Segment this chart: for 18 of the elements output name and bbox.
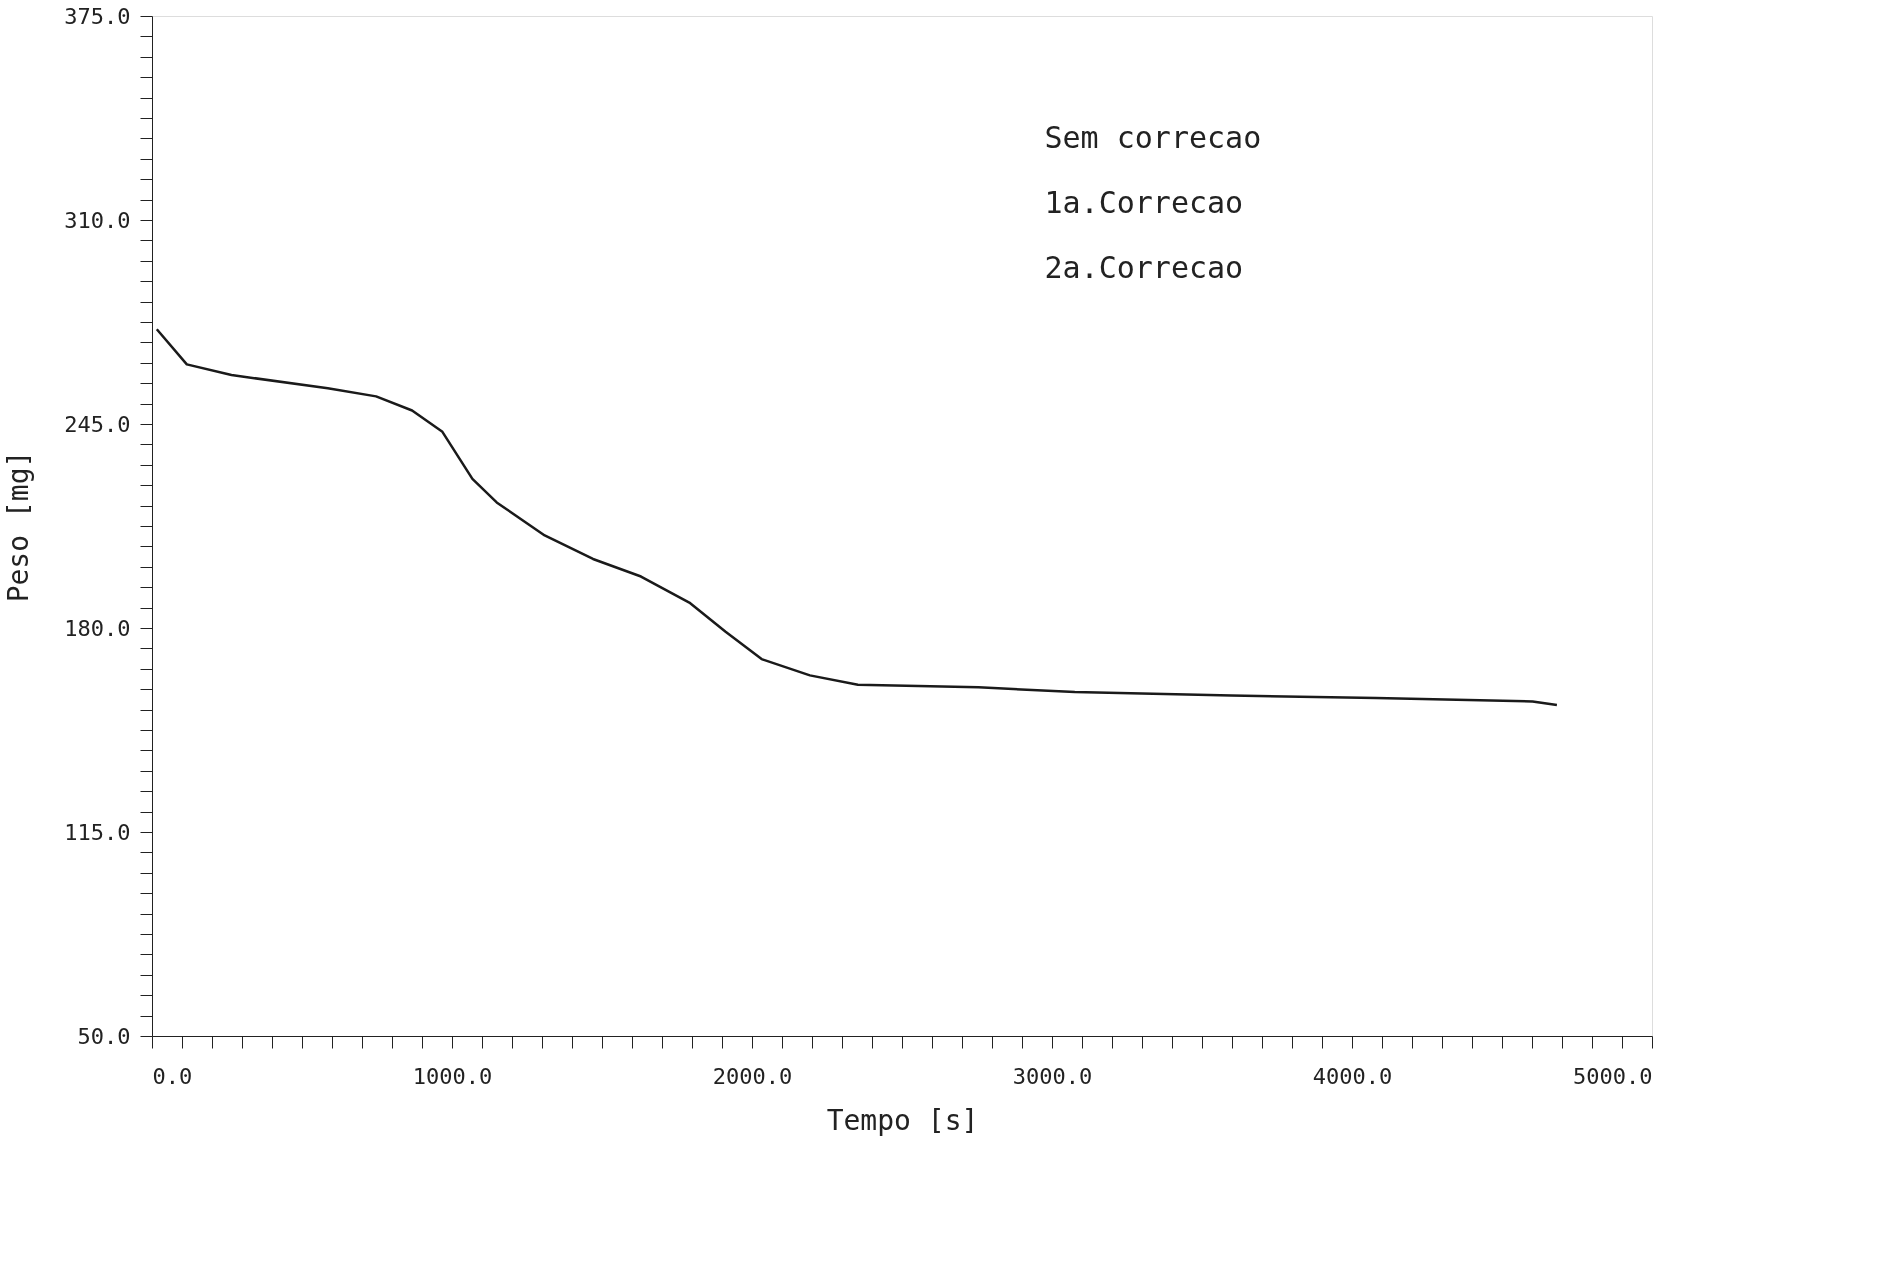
annotation: 1a.Correcao (1044, 184, 1244, 220)
y-tick-label: 310.0 (64, 207, 131, 233)
x-tick-label: 3000.0 (1012, 1063, 1093, 1089)
y-axis-title: Peso [mg] (2, 450, 36, 603)
x-tick-label: 0.0 (152, 1063, 193, 1089)
y-tick-label: 180.0 (64, 615, 131, 641)
y-tick-label: 50.0 (77, 1023, 131, 1049)
y-tick-label: 245.0 (64, 411, 131, 437)
x-tick-label: 4000.0 (1312, 1063, 1393, 1089)
annotation: Sem correcao (1044, 119, 1262, 155)
line-series (155, 327, 1559, 707)
x-tick-label: 2000.0 (712, 1063, 793, 1089)
x-axis-title: Tempo [s] (826, 1103, 979, 1137)
annotation: 2a.Correcao (1044, 249, 1244, 285)
x-tick-label: 5000.0 (1573, 1063, 1653, 1089)
y-tick-label: 375.0 (64, 3, 131, 29)
y-tick-label: 115.0 (64, 819, 131, 845)
x-tick-label: 1000.0 (412, 1063, 493, 1089)
